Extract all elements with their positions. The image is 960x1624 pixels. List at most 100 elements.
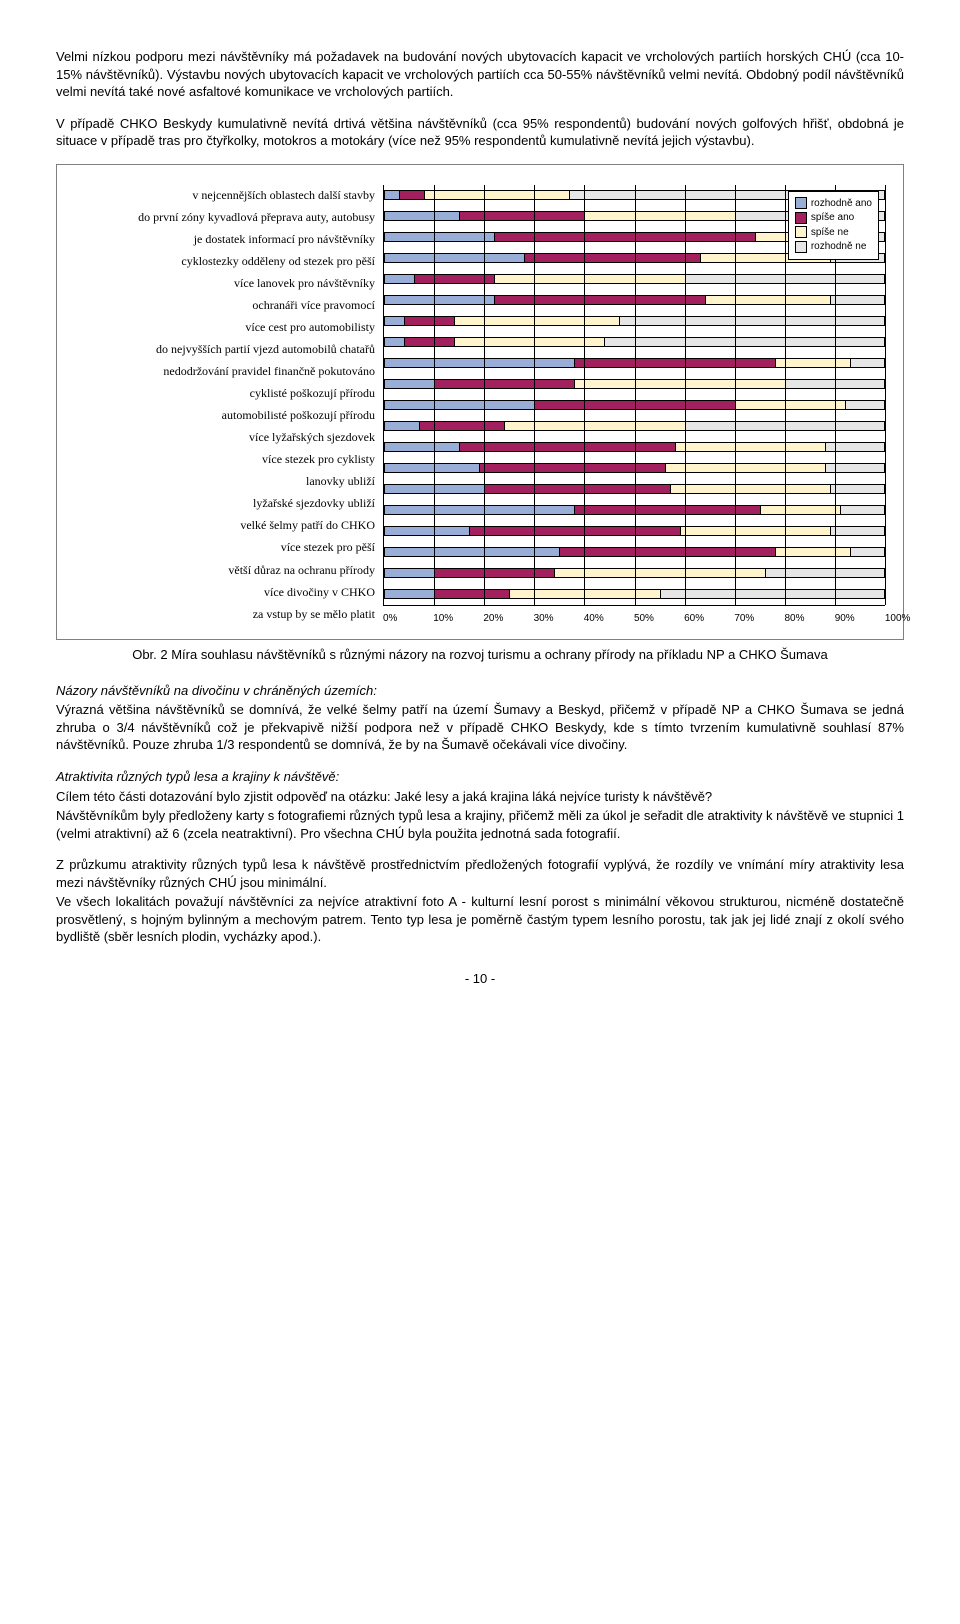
chart-category-label: více lyžařských sjezdovek [75, 427, 375, 448]
chart-category-label: je dostatek informací pro návštěvníky [75, 229, 375, 250]
figure-caption: Obr. 2 Míra souhlasu návštěvníků s různý… [56, 646, 904, 664]
bar-segment [830, 295, 885, 305]
bar-segment [825, 463, 885, 473]
bar-segment [384, 505, 574, 515]
legend-item: rozhodně ne [795, 240, 872, 254]
bar-segment [384, 589, 434, 599]
bar-segment [830, 484, 885, 494]
chart-category-label: cyklisté poškozují přírodu [75, 383, 375, 404]
bar-segment [845, 400, 885, 410]
grid-line [534, 185, 535, 605]
subhead-1: Názory návštěvníků na divočinu v chráněn… [56, 682, 904, 700]
bar-segment [384, 400, 534, 410]
bar-segment [619, 316, 885, 326]
bar-segment [384, 463, 479, 473]
bar-segment [840, 505, 885, 515]
bar-segment [765, 568, 885, 578]
legend-label: spíše ne [811, 226, 849, 240]
bar-segment [469, 526, 679, 536]
bar-segment [384, 568, 434, 578]
bar-segment [494, 295, 704, 305]
bar-segment [559, 547, 774, 557]
bar-segment [424, 190, 569, 200]
bar-segment [384, 211, 459, 221]
chart-category-label: nedodržování pravidel finančně pokutován… [75, 361, 375, 382]
bar-segment [434, 589, 509, 599]
chart-x-axis: 0%10%20%30%40%50%60%70%80%90%100% [383, 612, 885, 626]
bar-segment [574, 358, 774, 368]
legend-item: spíše ano [795, 211, 872, 225]
bar-segment [494, 274, 684, 284]
legend-item: rozhodně ano [795, 197, 872, 211]
chart-category-label: ochranáři více pravomocí [75, 295, 375, 316]
grid-line [785, 185, 786, 605]
bar-segment [775, 547, 850, 557]
paragraph-6: Z průzkumu atraktivity různých typů lesa… [56, 856, 904, 891]
bar-segment [760, 505, 840, 515]
chart-category-label: lanovky ubliží [75, 471, 375, 492]
bar-segment [384, 295, 494, 305]
bar-segment [850, 547, 885, 557]
bar-segment [660, 589, 885, 599]
bar-segment [775, 358, 850, 368]
legend-swatch [795, 197, 807, 209]
bar-segment [404, 337, 454, 347]
bar-segment [384, 547, 559, 557]
chart-category-label: do nejvyšších partií vjezd automobilů ch… [75, 339, 375, 360]
legend-label: rozhodně ne [811, 240, 867, 254]
legend-swatch [795, 226, 807, 238]
bar-segment [604, 337, 885, 347]
paragraph-4: Cílem této části dotazování bylo zjistit… [56, 788, 904, 806]
paragraph-5: Návštěvníkům byly předloženy karty s fot… [56, 807, 904, 842]
chart-category-label: cyklostezky odděleny od stezek pro pěší [75, 251, 375, 272]
bar-segment [850, 358, 885, 368]
chart-category-label: automobilisté poškozují přírodu [75, 405, 375, 426]
bar-segment [574, 505, 759, 515]
grid-line [484, 185, 485, 605]
bar-segment [504, 421, 684, 431]
chart-category-label: více stezek pro cyklisty [75, 449, 375, 470]
chart-container: v nejcennějších oblastech další stavby do… [56, 164, 904, 641]
chart-category-label: za vstup by se mělo platit [75, 604, 375, 625]
legend-label: spíše ano [811, 211, 854, 225]
chart-legend: rozhodně anospíše anospíše nerozhodně ne [788, 191, 879, 260]
bar-segment [459, 211, 584, 221]
grid-line [635, 185, 636, 605]
bar-segment [434, 568, 554, 578]
bar-segment [384, 526, 469, 536]
bar-segment [554, 568, 764, 578]
bar-segment [384, 253, 524, 263]
chart-category-label: více stezek pro pěší [75, 537, 375, 558]
chart-category-label: velké šelmy patří do CHKO [75, 515, 375, 536]
grid-line [685, 185, 686, 605]
legend-label: rozhodně ano [811, 197, 872, 211]
grid-line [434, 185, 435, 605]
bar-segment [670, 484, 830, 494]
legend-swatch [795, 241, 807, 253]
bar-segment [494, 232, 755, 242]
bar-segment [454, 316, 619, 326]
bar-segment [384, 316, 404, 326]
bar-segment [414, 274, 494, 284]
chart-category-label: větší důraz na ochranu přírody [75, 560, 375, 581]
bar-segment [665, 463, 825, 473]
bar-segment [675, 442, 825, 452]
grid-line [735, 185, 736, 605]
grid-line [885, 185, 886, 605]
bar-segment [735, 400, 845, 410]
paragraph-3: Výrazná většina návštěvníků se domnívá, … [56, 701, 904, 754]
bar-segment [384, 274, 414, 284]
bar-segment [419, 421, 504, 431]
bar-segment [384, 379, 434, 389]
chart-category-label: více divočiny v CHKO [75, 582, 375, 603]
bar-segment [384, 442, 459, 452]
bar-segment [384, 358, 574, 368]
bar-segment [434, 379, 574, 389]
bar-segment [384, 421, 419, 431]
paragraph-1: Velmi nízkou podporu mezi návštěvníky má… [56, 48, 904, 101]
chart-category-label: v nejcennějších oblastech další stavby [75, 185, 375, 206]
chart-y-labels: v nejcennějších oblastech další stavby do… [75, 185, 383, 626]
chart-category-label: více cest pro automobilisty [75, 317, 375, 338]
chart-category-label: více lanovek pro návštěvníky [75, 273, 375, 294]
bar-segment [479, 463, 664, 473]
